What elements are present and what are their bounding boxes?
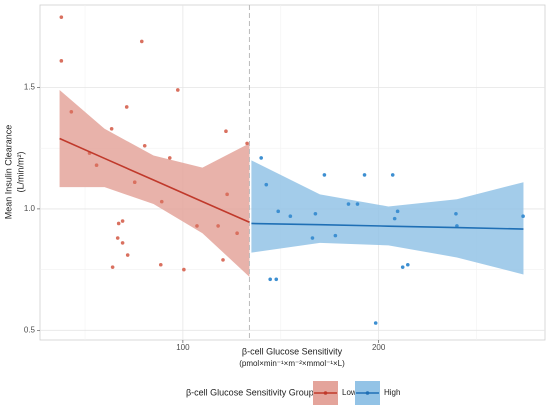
data-point	[115, 236, 120, 240]
data-point	[167, 156, 172, 160]
data-point	[182, 267, 186, 272]
data-point	[333, 233, 338, 238]
legend-title: β-cell Glucose Sensitivity Group	[186, 387, 314, 397]
data-point	[310, 236, 315, 240]
data-point	[390, 173, 395, 177]
data-point	[521, 214, 525, 218]
y-tick-label: 1.0	[24, 204, 36, 213]
data-point	[221, 258, 225, 262]
data-point	[120, 219, 125, 223]
data-point	[276, 209, 281, 214]
data-point	[264, 182, 269, 187]
confidence-band	[59, 89, 250, 277]
data-point	[109, 127, 114, 131]
data-point	[224, 129, 228, 134]
data-point	[225, 192, 229, 197]
data-point	[322, 173, 327, 177]
data-point	[313, 211, 318, 216]
data-point	[235, 231, 239, 235]
data-point	[395, 209, 400, 214]
y-tick-label: 1.5	[24, 83, 36, 92]
legend: β-cell Glucose Sensitivity Group Low High	[186, 381, 400, 405]
data-point	[245, 141, 249, 146]
data-point	[175, 88, 180, 92]
data-point	[373, 321, 378, 325]
data-point	[405, 262, 410, 267]
data-point	[69, 110, 74, 114]
data-point	[159, 199, 164, 204]
data-point	[216, 224, 220, 228]
legend-key-point	[365, 391, 370, 395]
data-point	[259, 156, 263, 160]
fit-line	[251, 222, 524, 230]
data-point	[116, 221, 121, 226]
plot-area	[59, 5, 525, 340]
data-point	[94, 163, 99, 168]
data-point	[346, 202, 351, 206]
data-point	[139, 39, 144, 44]
y-tick-label: 0.5	[24, 325, 36, 334]
data-point	[132, 180, 137, 185]
data-point	[288, 214, 293, 218]
y-axis-title: Mean Insulin Clearance	[3, 125, 13, 220]
legend-label: Low	[342, 388, 357, 397]
data-point	[195, 224, 199, 228]
data-point	[274, 277, 279, 282]
x-axis-title: β-cell Glucose Sensitivity	[242, 346, 343, 356]
data-point	[454, 211, 458, 216]
data-point	[120, 241, 125, 245]
data-point	[355, 202, 360, 206]
fit-line	[59, 137, 250, 223]
data-point	[158, 262, 163, 267]
data-point	[125, 253, 130, 257]
data-point	[400, 265, 405, 269]
x-tick-label: 100	[176, 343, 190, 352]
data-point	[59, 15, 64, 19]
data-point	[124, 105, 129, 109]
data-point	[268, 277, 272, 282]
data-point	[142, 143, 147, 148]
confidence-band	[251, 160, 524, 275]
legend-label: High	[384, 388, 400, 397]
legend-key-point	[323, 391, 328, 395]
y-axis-subtitle: (L/min/m²)	[15, 152, 25, 193]
x-tick-label: 200	[372, 343, 386, 352]
x-axis-subtitle: (pmol×min⁻¹×m⁻²×mmol⁻¹×L)	[239, 359, 345, 368]
data-point	[362, 173, 367, 177]
data-point	[392, 216, 397, 221]
data-point	[110, 265, 115, 269]
data-point	[59, 59, 64, 63]
